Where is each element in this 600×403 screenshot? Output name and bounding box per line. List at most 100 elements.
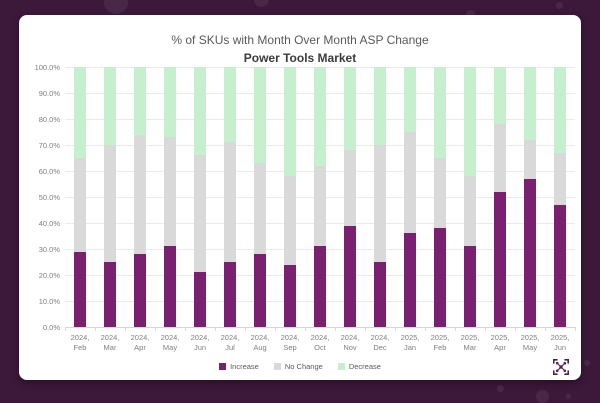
bar-segment-no-change	[344, 150, 356, 226]
bar-segment-decrease	[164, 67, 176, 138]
x-tick	[485, 327, 486, 331]
decorative-dot	[556, 2, 563, 9]
legend-item-no-change: No Change	[273, 362, 323, 371]
bar-2024-Apr	[125, 67, 155, 327]
y-tick-label: 70.0%	[38, 141, 60, 150]
x-axis-ticks	[65, 327, 576, 331]
gridline	[65, 327, 575, 328]
bar-segment-no-change	[284, 176, 296, 265]
legend-label: Decrease	[348, 362, 381, 371]
x-tick	[155, 327, 156, 331]
decorative-dot	[104, 0, 128, 14]
bar-segment-decrease	[134, 67, 146, 135]
x-tick	[455, 327, 456, 331]
decorative-dot	[466, 10, 475, 19]
bar-segment-no-change	[104, 145, 116, 262]
bar-segment-decrease	[224, 67, 236, 143]
decorative-dot	[566, 394, 571, 399]
legend-item-increase: Increase	[219, 362, 259, 371]
x-tick-label: 2025, May	[520, 333, 540, 352]
bar-segment-decrease	[434, 67, 446, 159]
bar-segment-decrease	[554, 67, 566, 153]
bar-segment-increase	[74, 251, 86, 327]
x-tick-label: 2024, Oct	[310, 333, 330, 352]
bar-2024-Oct	[305, 67, 335, 327]
x-tick	[335, 327, 336, 331]
bar-segment-increase	[494, 191, 506, 327]
y-tick-label: 50.0%	[38, 193, 60, 202]
bar-2024-Jun	[185, 67, 215, 327]
bar-segment-no-change	[404, 132, 416, 234]
bar-segment-decrease	[344, 67, 356, 151]
legend-swatch	[273, 363, 281, 370]
plot-area	[65, 67, 575, 328]
bar-segment-increase	[464, 246, 476, 327]
x-tick-label: 2025, Mar	[460, 333, 480, 352]
bar-2024-Aug	[245, 67, 275, 327]
y-tick-label: 0.0%	[42, 323, 60, 332]
bar-segment-decrease	[314, 67, 326, 166]
bar-segment-increase	[134, 254, 146, 327]
x-tick-label: 2024, Feb	[70, 333, 90, 352]
x-tick-label: 2024, Apr	[130, 333, 150, 352]
x-tick	[275, 327, 276, 331]
bar-segment-increase	[194, 272, 206, 327]
y-tick-label: 100.0%	[34, 63, 60, 72]
chart-subtitle: Power Tools Market	[243, 51, 357, 65]
bar-segment-decrease	[194, 67, 206, 156]
x-tick-label: 2024, Aug	[250, 333, 270, 352]
y-tick-label: 60.0%	[38, 167, 60, 176]
legend: Increase No Change Decrease	[19, 362, 581, 371]
y-tick-label: 30.0%	[38, 245, 60, 254]
bar-segment-decrease	[374, 67, 386, 145]
decorative-dot	[536, 390, 549, 403]
legend-item-decrease: Decrease	[337, 362, 381, 371]
x-tick	[65, 327, 66, 331]
bar-segment-increase	[314, 246, 326, 327]
bar-segment-increase	[254, 254, 266, 327]
x-tick	[545, 327, 546, 331]
bar-segment-no-change	[494, 124, 506, 192]
bar-segment-increase	[524, 178, 536, 327]
bar-2024-Nov	[335, 67, 365, 327]
x-tick-label: 2024, May	[160, 333, 180, 352]
bar-segment-no-change	[374, 145, 386, 262]
bar-2024-Dec	[365, 67, 395, 327]
bar-segment-no-change	[254, 163, 266, 255]
bar-2025-Mar	[455, 67, 485, 327]
bar-segment-increase	[224, 262, 236, 327]
bar-segment-no-change	[164, 137, 176, 247]
bar-segment-increase	[374, 262, 386, 327]
bar-series	[65, 67, 575, 327]
legend-label: No Change	[284, 362, 323, 371]
bar-segment-no-change	[464, 176, 476, 247]
bar-segment-no-change	[434, 158, 446, 229]
x-tick-label: 2024, Mar	[100, 333, 120, 352]
bar-segment-no-change	[554, 152, 566, 205]
bar-segment-decrease	[404, 67, 416, 133]
x-tick	[95, 327, 96, 331]
x-tick	[515, 327, 516, 331]
legend-swatch	[337, 363, 345, 370]
x-tick-label: 2024, Dec	[370, 333, 390, 352]
x-tick-label: 2024, Jun	[190, 333, 210, 352]
bar-2025-Feb	[425, 67, 455, 327]
bar-2024-Mar	[95, 67, 125, 327]
bar-segment-increase	[104, 262, 116, 327]
x-tick-label: 2025, Apr	[490, 333, 510, 352]
x-axis-labels: 2024, Feb 2024, Mar 2024, Apr 2024, May 2024, Jun…	[65, 333, 575, 353]
bar-segment-decrease	[254, 67, 266, 164]
chart-card: % of SKUs with Month Over Month ASP Chan…	[19, 15, 581, 380]
bar-segment-increase	[344, 225, 356, 327]
y-tick-label: 90.0%	[38, 89, 60, 98]
x-tick	[425, 327, 426, 331]
x-tick	[215, 327, 216, 331]
x-tick	[365, 327, 366, 331]
bar-segment-decrease	[284, 67, 296, 177]
x-tick-label: 2025, Jun	[550, 333, 570, 352]
bar-segment-decrease	[524, 67, 536, 140]
y-axis-labels: 100.0% 90.0% 80.0% 70.0% 60.0% 50.0% 40.0% 30.0…	[19, 63, 60, 332]
bar-segment-decrease	[74, 67, 86, 159]
y-tick-label: 20.0%	[38, 271, 60, 280]
x-tick-label: 2024, Sep	[280, 333, 300, 352]
